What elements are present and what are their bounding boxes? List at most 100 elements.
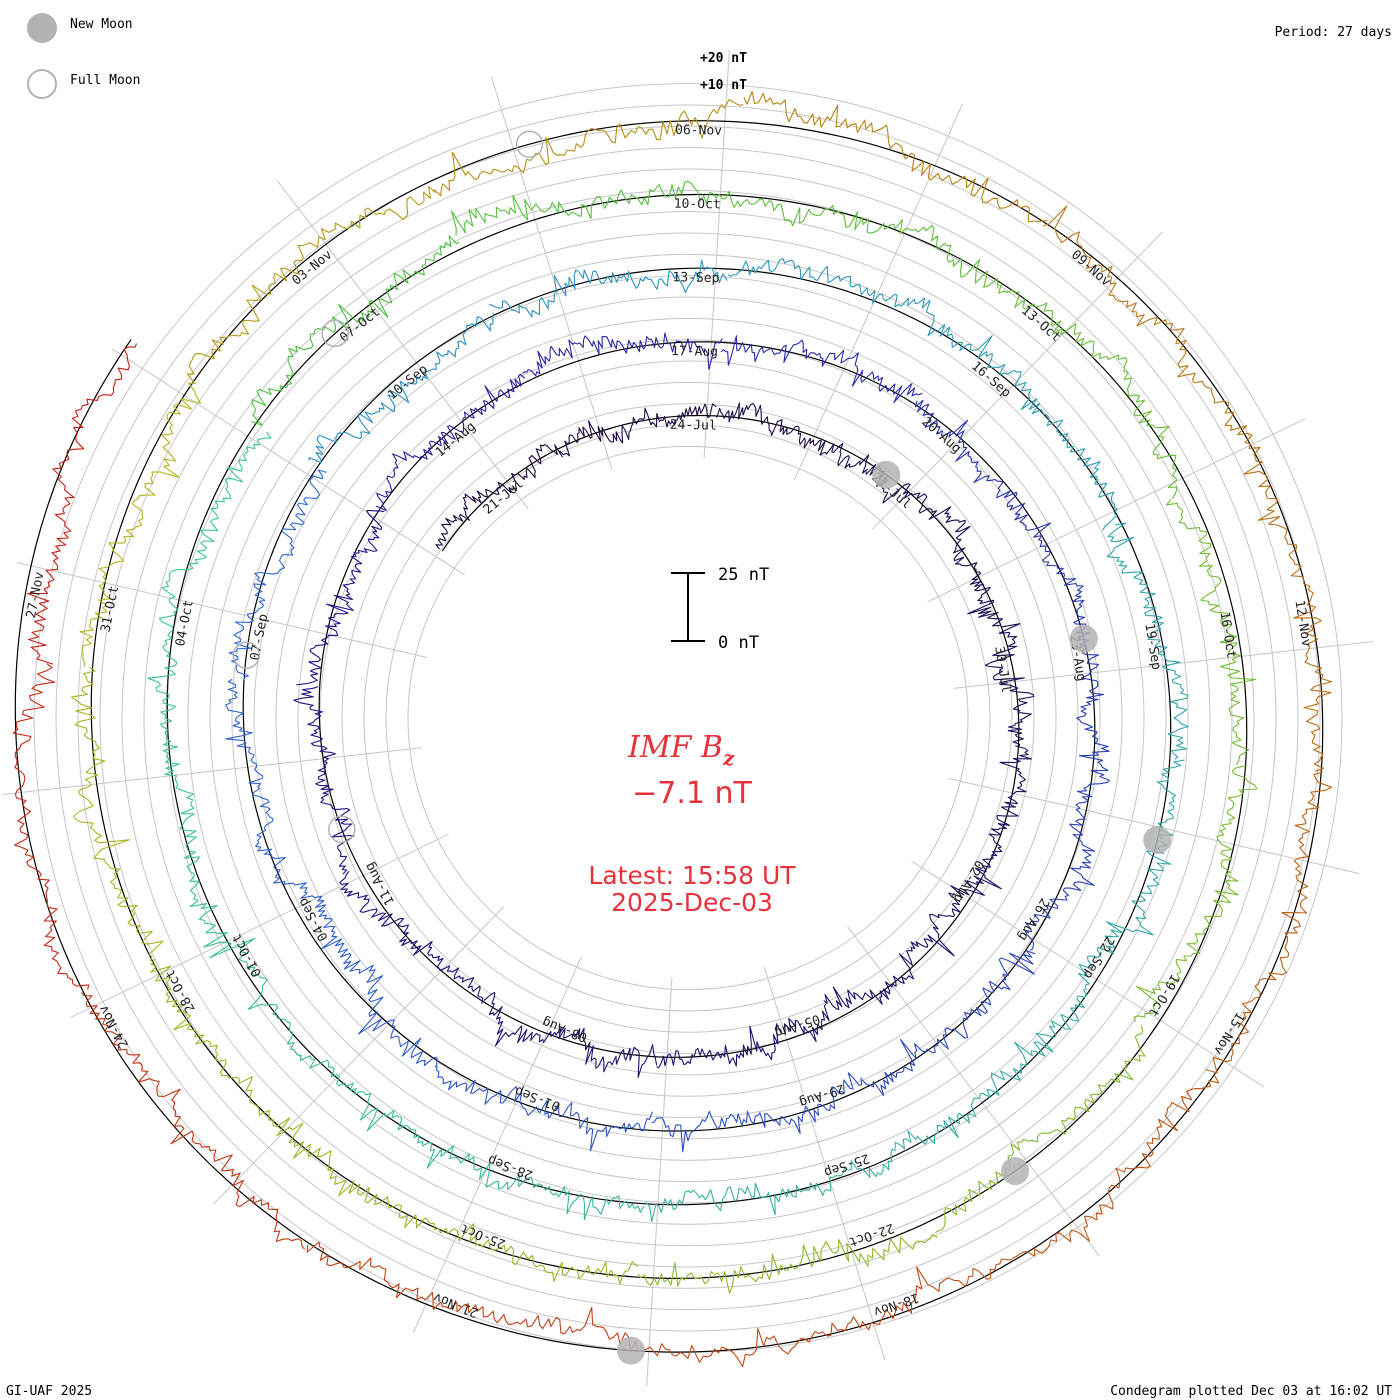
center-value: −7.1 nT: [632, 776, 752, 811]
bz-trace-segment: [998, 283, 1178, 500]
bz-trace-segment: [228, 469, 327, 681]
bz-trace-segment: [300, 891, 438, 1068]
new-moon-marker: [1069, 624, 1098, 653]
date-tick-label: 04-Oct: [173, 599, 197, 648]
grid-ring: [121, 168, 1255, 1268]
bz-trace-segment: [1243, 460, 1333, 772]
date-tick-label: 24-Jul: [670, 418, 717, 434]
center-title: IMF Bz: [627, 730, 735, 770]
bz-trace-segment: [451, 180, 735, 236]
moon-marker-layer: [232, 130, 1172, 1365]
ring-scale-mid-label: +10 nT: [700, 78, 747, 93]
date-tick-label: 31-Oct: [99, 585, 123, 634]
bz-trace-segment: [26, 343, 138, 665]
bz-trace-segment: [522, 332, 723, 377]
bz-trace-segment: [158, 431, 272, 675]
bz-trace-segment: [894, 988, 1088, 1150]
bz-trace-segment: [720, 335, 923, 404]
scale-bar-bottom-label: 0 nT: [718, 633, 759, 653]
data-layer: [12, 90, 1333, 1368]
grid-ring: [275, 317, 1101, 1119]
bz-trace-segment: [967, 585, 1035, 747]
bz-trace-segment: [306, 1241, 632, 1352]
grid-ring: [209, 253, 1167, 1183]
bz-trace-segment: [957, 1075, 1220, 1287]
bz-trace-segment: [637, 1233, 938, 1294]
bz-trace-segment: [433, 99, 744, 197]
bz-trace-segment: [308, 312, 494, 464]
bz-trace-segment: [375, 373, 526, 512]
bz-trace-segment: [1077, 759, 1185, 989]
footer-plot-time: Condegram plotted Dec 03 at 16:02 UT: [1110, 1384, 1392, 1399]
grid-ring: [187, 232, 1189, 1204]
full-moon-legend-icon: [27, 69, 57, 99]
date-tick-label: 10-Oct: [674, 197, 721, 213]
date-tick-label: 16-Oct: [1216, 611, 1238, 660]
full-moon-marker: [232, 641, 261, 669]
bz-trace-segment: [935, 1025, 1146, 1234]
ring-scale-top-label: +20 nT: [700, 51, 747, 66]
bz-trace-segment: [656, 1003, 830, 1069]
bz-trace-segment: [959, 335, 1118, 531]
bz-trace-segment: [727, 258, 960, 348]
date-tick-label: 13-Sep: [672, 270, 719, 286]
reference-spiral-layer: [14, 120, 1324, 1353]
grid-ring: [55, 104, 1321, 1332]
bz-trace-segment: [1106, 522, 1189, 760]
date-tick-label: 15-Nov: [1210, 1009, 1247, 1057]
new-moon-marker: [1001, 1157, 1030, 1186]
reference-spiral: [14, 120, 1324, 1353]
bz-trace-segment: [1024, 752, 1110, 951]
bz-trace-segment: [1166, 499, 1257, 765]
center-title-subscript: z: [722, 746, 735, 770]
center-mask: [420, 458, 956, 978]
bz-trace-segment: [733, 198, 999, 289]
bz-trace-segment: [296, 509, 385, 686]
scale-bar-top-label: 25 nT: [718, 565, 769, 585]
bz-trace-segment: [225, 678, 308, 892]
new-moon-legend-icon: [27, 13, 57, 43]
bz-trace-segment: [630, 1266, 959, 1368]
new-moon-marker: [872, 460, 901, 489]
bz-trace-segment: [823, 898, 961, 1011]
date-tick-label: 22-Sep: [1080, 933, 1117, 981]
bz-trace-segment: [644, 1148, 897, 1223]
footer-credit: GI-UAF 2025: [6, 1384, 92, 1399]
bz-trace-segment: [483, 991, 658, 1078]
bz-trace-segment: [948, 745, 1032, 899]
grid-layer: [2, 49, 1374, 1387]
grid-ring: [99, 147, 1277, 1289]
new-moon-marker: [616, 1336, 645, 1365]
bz-trace-segment: [488, 259, 728, 318]
latest-date-label: 2025-Dec-03: [611, 888, 773, 917]
date-tick-label: 17-Aug: [671, 344, 718, 360]
bz-trace-segment: [861, 950, 1036, 1097]
bz-trace-segment: [1205, 771, 1333, 1074]
bz-trace-segment: [79, 382, 202, 667]
bz-trace-segment: [150, 958, 352, 1197]
bz-trace-segment: [293, 686, 355, 875]
bz-trace-segment: [714, 402, 870, 474]
date-tick-label: 12-Nov: [1291, 599, 1313, 648]
grid-ring: [77, 125, 1299, 1311]
bz-trace-segment: [339, 870, 484, 1004]
full-moon-marker: [321, 319, 349, 348]
scale-bar: 25 nT 0 nT: [671, 565, 769, 653]
bz-trace-segment: [559, 403, 717, 457]
bz-trace-segment: [1133, 764, 1258, 1022]
bz-trace-segment: [397, 1116, 645, 1221]
date-tick-label: 27-Nov: [24, 570, 48, 619]
grid-ring: [231, 275, 1145, 1161]
bz-trace-segment: [436, 1065, 654, 1152]
bz-trace-segment: [348, 1180, 639, 1285]
period-label: Period: 27 days: [1275, 25, 1392, 40]
full-moon-marker: [328, 815, 356, 844]
grid-ring: [341, 381, 1035, 1055]
center-title-main: IMF B: [627, 730, 723, 765]
bz-trace-segment: [186, 185, 436, 383]
date-tick-label: 06-Nov: [675, 123, 722, 139]
grid-ring: [363, 403, 1013, 1033]
bz-trace-segment: [743, 90, 1048, 223]
grid-ring: [143, 189, 1233, 1247]
